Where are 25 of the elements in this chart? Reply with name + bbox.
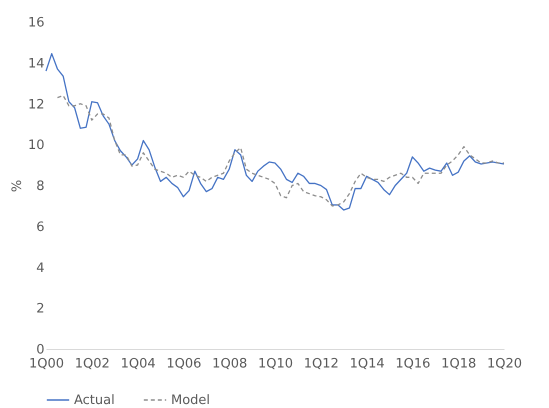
y-axis-title: %	[10, 180, 25, 192]
x-tick-label: 1Q08	[212, 356, 248, 372]
x-tick-label: 1Q12	[304, 356, 339, 372]
line-series	[56, 94, 505, 207]
y-tick-label: 14	[28, 56, 44, 72]
x-tick-label: 1Q14	[350, 356, 385, 372]
x-tick-label: 1Q04	[120, 356, 156, 372]
y-tick-label: 16	[28, 16, 44, 30]
y-tick-label: 0	[36, 342, 44, 358]
y-tick-label: 4	[36, 260, 44, 276]
y-tick-label: 6	[36, 220, 44, 235]
x-tick-label: 1Q00	[28, 356, 64, 372]
line-series	[45, 53, 505, 211]
x-tick-label: 1Q20	[486, 356, 522, 372]
x-tick-label: 1Q06	[166, 356, 202, 372]
legend-label: Model	[171, 393, 210, 408]
y-tick-label: 2	[36, 302, 44, 317]
y-tick-label: 8	[36, 179, 44, 194]
x-tick-label: 1Q10	[258, 356, 294, 372]
x-tick-label: 1Q16	[395, 356, 430, 372]
x-tick-label: 1Q02	[74, 356, 110, 372]
y-tick-label: 12	[28, 97, 44, 112]
legend-label: Actual	[74, 393, 115, 408]
x-tick-label: 1Q18	[441, 356, 476, 372]
y-tick-label: 10	[28, 138, 44, 154]
